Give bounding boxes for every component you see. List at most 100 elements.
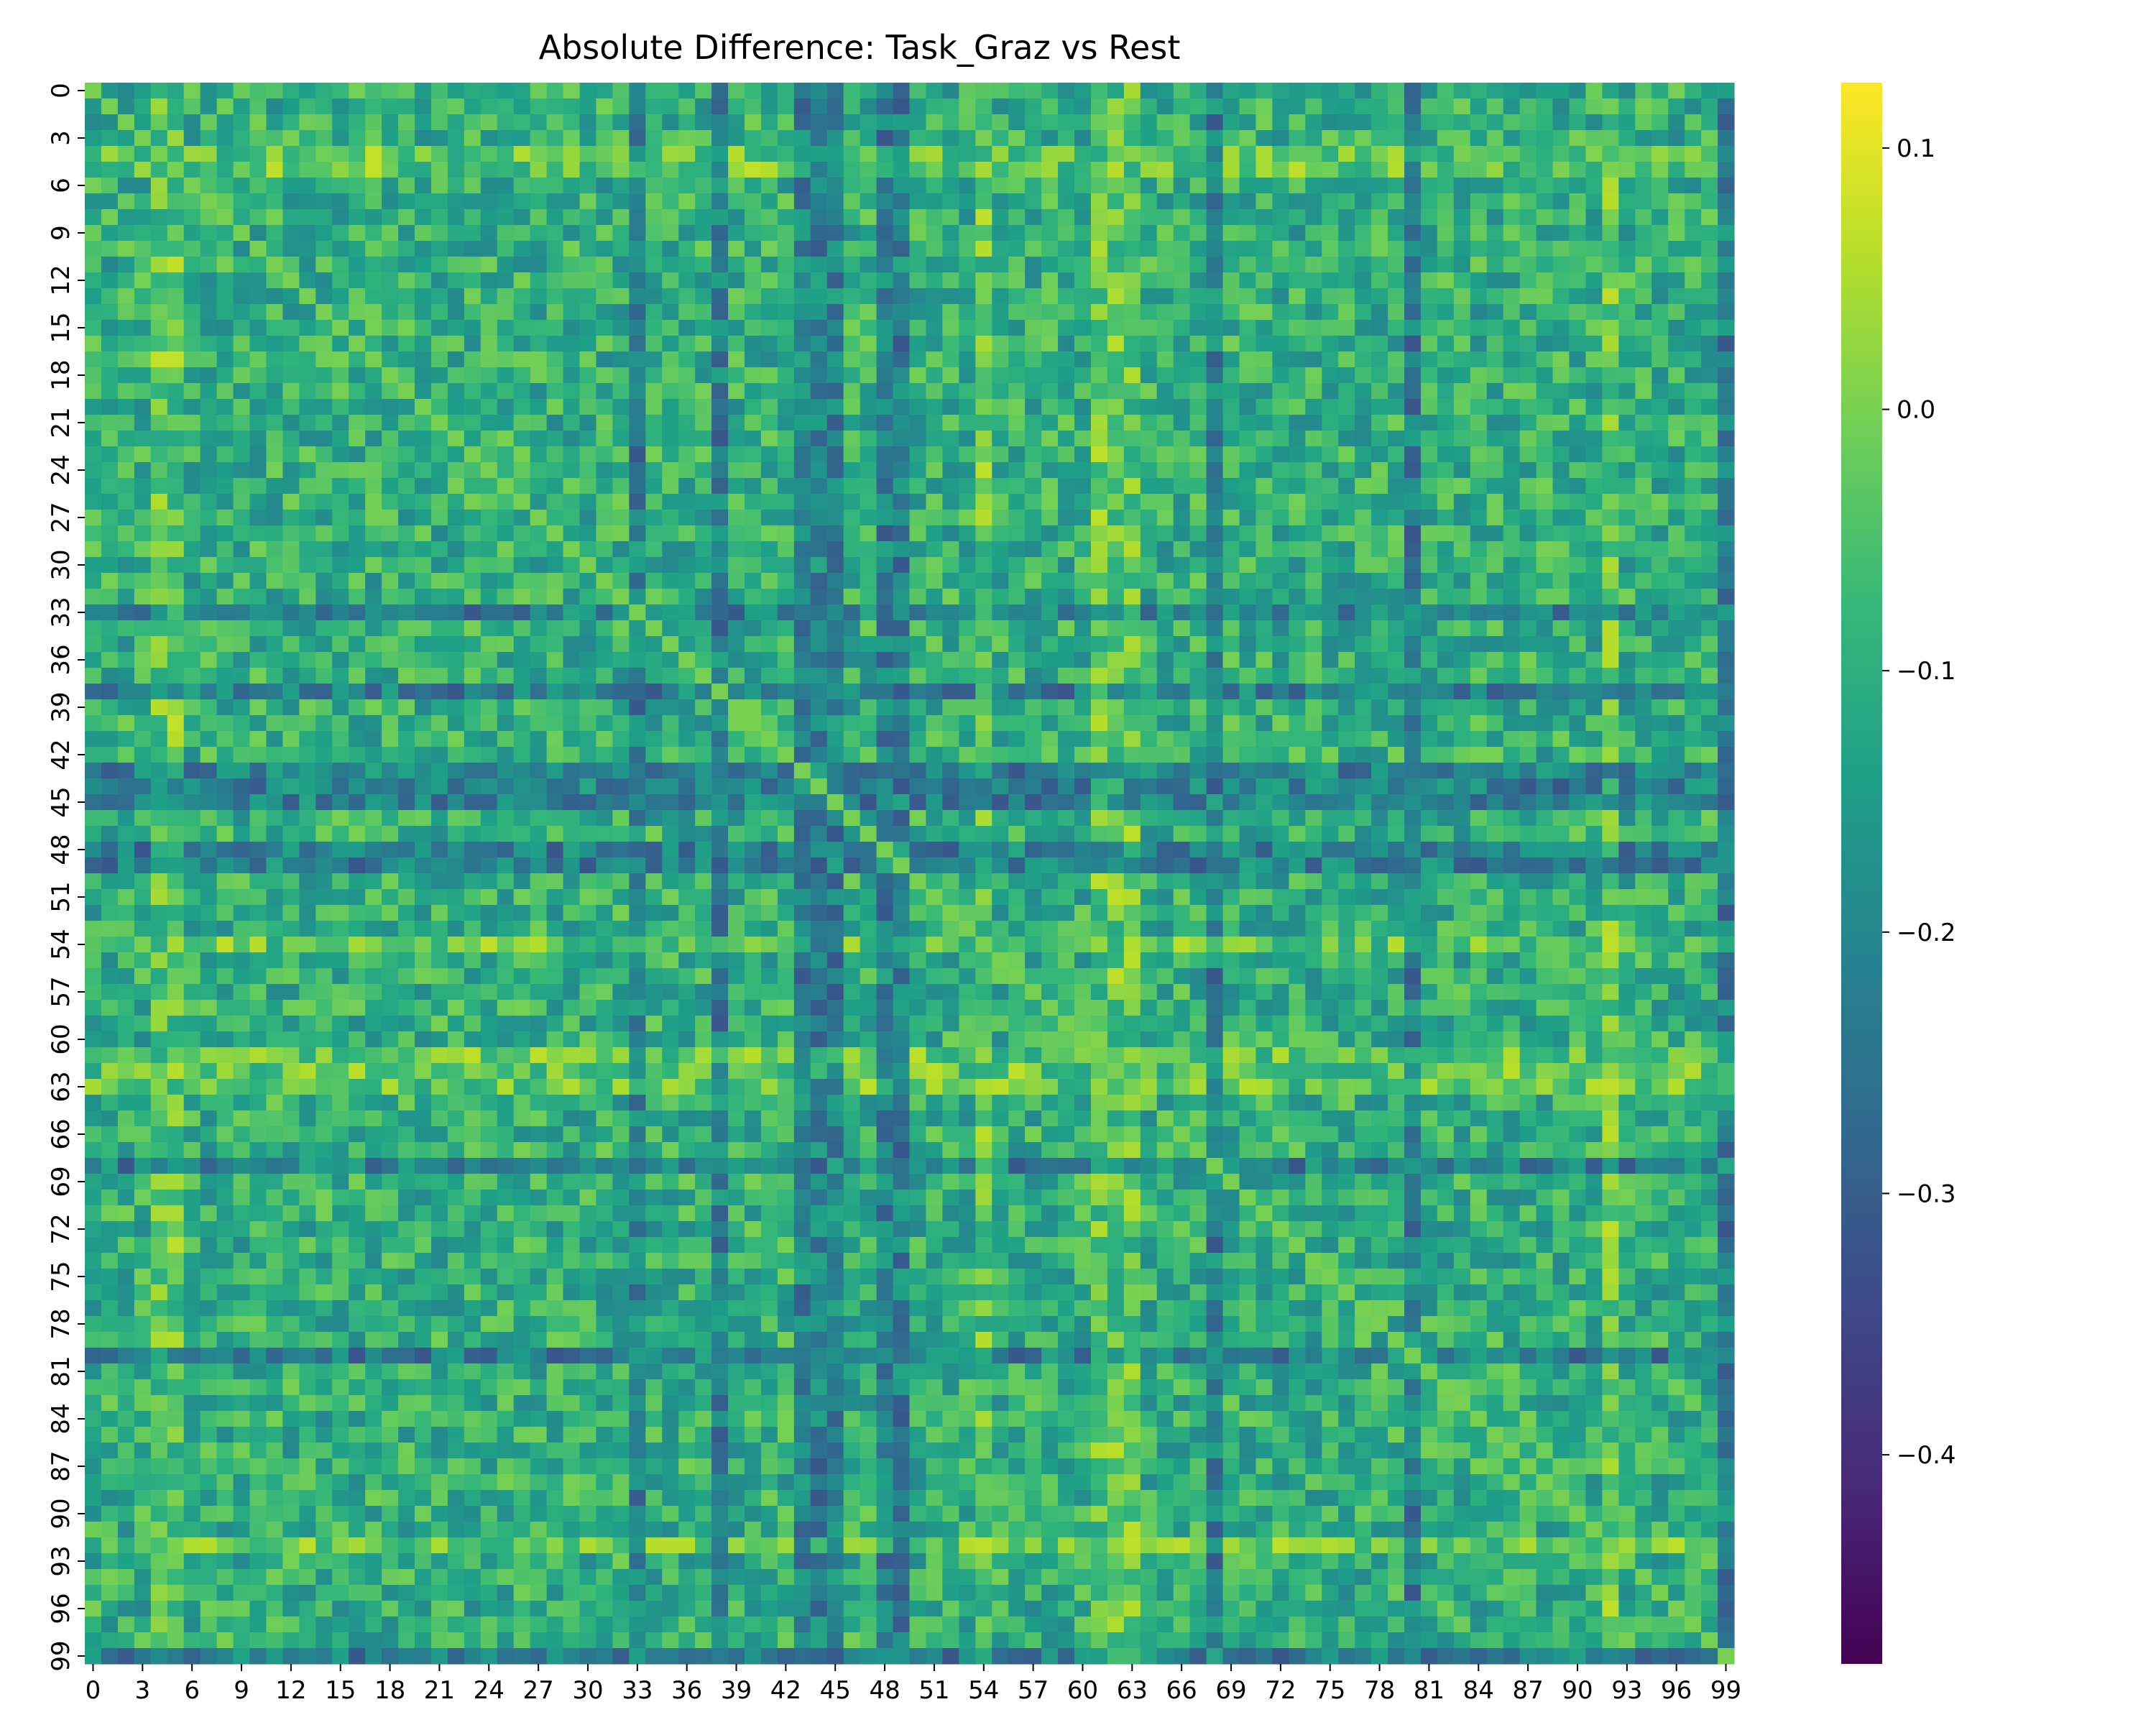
heatmap-cell: [1008, 525, 1026, 542]
heatmap-cell: [1519, 241, 1537, 257]
heatmap-cell: [167, 415, 185, 431]
heatmap-cell: [662, 810, 679, 827]
heatmap-cell: [909, 98, 927, 115]
heatmap-cell: [1701, 573, 1718, 589]
heatmap-cell: [1453, 257, 1471, 273]
heatmap-cell: [745, 162, 762, 178]
heatmap-cell: [1437, 747, 1455, 763]
heatmap-cell: [233, 541, 251, 558]
heatmap-cell: [1305, 826, 1322, 842]
heatmap-cell: [728, 652, 745, 668]
heatmap-cell: [382, 431, 399, 447]
heatmap-cell: [728, 367, 745, 384]
heatmap-cell: [579, 446, 597, 463]
heatmap-cell: [1569, 510, 1587, 526]
heatmap-cell: [843, 83, 861, 99]
heatmap-cell: [711, 241, 729, 257]
heatmap-cell: [85, 810, 102, 827]
heatmap-cell: [1355, 494, 1372, 510]
heatmap-cell: [382, 304, 399, 321]
heatmap-cell: [992, 336, 1009, 352]
heatmap-cell: [464, 336, 482, 352]
heatmap-cell: [1239, 98, 1257, 115]
heatmap-cell: [216, 162, 234, 178]
heatmap-cell: [711, 699, 729, 716]
heatmap-cell: [563, 98, 581, 115]
heatmap-cell: [843, 652, 861, 668]
heatmap-cell: [1718, 304, 1735, 321]
heatmap-cell: [1256, 431, 1273, 447]
heatmap-cell: [415, 446, 432, 463]
heatmap-cell: [1206, 810, 1224, 827]
heatmap-cell: [992, 98, 1009, 115]
heatmap-cell: [777, 446, 795, 463]
heatmap-cell: [1289, 494, 1306, 510]
heatmap-cell: [942, 794, 959, 811]
heatmap-cell: [530, 778, 548, 795]
heatmap-cell: [1470, 794, 1488, 811]
heatmap-cell: [1289, 399, 1306, 415]
heatmap-cell: [282, 747, 300, 763]
heatmap-cell: [1701, 510, 1718, 526]
heatmap-cell: [183, 241, 201, 257]
heatmap-cell: [1718, 842, 1735, 858]
heatmap-cell: [447, 98, 465, 115]
heatmap-cell: [233, 399, 251, 415]
heatmap-cell: [876, 731, 894, 748]
heatmap-cell: [1140, 510, 1158, 526]
heatmap-cell: [1140, 257, 1158, 273]
heatmap-cell: [1618, 304, 1636, 321]
heatmap-cell: [1519, 589, 1537, 605]
heatmap-cell: [1503, 589, 1521, 605]
heatmap-cell: [480, 731, 498, 748]
heatmap-cell: [975, 510, 992, 526]
heatmap-cell: [1173, 367, 1191, 384]
heatmap-cell: [430, 130, 448, 147]
heatmap-cell: [85, 320, 102, 336]
heatmap-cell: [1272, 320, 1289, 336]
heatmap-cell: [1140, 367, 1158, 384]
heatmap-cell: [745, 83, 762, 99]
heatmap-cell: [480, 320, 498, 336]
heatmap-cell: [728, 415, 745, 431]
heatmap-cell: [546, 462, 564, 479]
heatmap-cell: [1289, 193, 1306, 210]
heatmap-cell: [1107, 367, 1125, 384]
heatmap-cell: [464, 652, 482, 668]
heatmap-cell: [1256, 304, 1273, 321]
heatmap-cell: [282, 383, 300, 400]
heatmap-cell: [1025, 478, 1042, 494]
heatmap-cell: [497, 257, 515, 273]
heatmap-cell: [1074, 589, 1092, 605]
heatmap-cell: [843, 462, 861, 479]
heatmap-cell: [1503, 763, 1521, 779]
heatmap-cell: [1272, 826, 1289, 842]
heatmap-cell: [1718, 763, 1735, 779]
heatmap-cell: [760, 304, 778, 321]
heatmap-cell: [1289, 288, 1306, 305]
heatmap-cell: [1668, 557, 1685, 574]
heatmap-cell: [975, 589, 992, 605]
heatmap-cell: [150, 257, 168, 273]
heatmap-cell: [1239, 525, 1257, 542]
heatmap-cell: [909, 684, 927, 700]
heatmap-cell: [513, 826, 531, 842]
heatmap-cell: [464, 573, 482, 589]
heatmap-cell: [1453, 241, 1471, 257]
heatmap-cell: [810, 83, 828, 99]
heatmap-cell: [117, 510, 135, 526]
heatmap-cell: [1388, 747, 1405, 763]
heatmap-cell: [1206, 462, 1224, 479]
heatmap-cell: [1025, 763, 1042, 779]
heatmap-cell: [975, 272, 992, 289]
heatmap-cell: [1305, 162, 1322, 178]
heatmap-cell: [1503, 731, 1521, 748]
heatmap-cell: [760, 446, 778, 463]
heatmap-cell: [415, 146, 432, 162]
heatmap-cell: [1355, 731, 1372, 748]
heatmap-cell: [1453, 98, 1471, 115]
heatmap-cell: [282, 83, 300, 99]
heatmap-cell: [1156, 462, 1174, 479]
heatmap-cell: [1107, 652, 1125, 668]
heatmap-cell: [332, 193, 349, 210]
